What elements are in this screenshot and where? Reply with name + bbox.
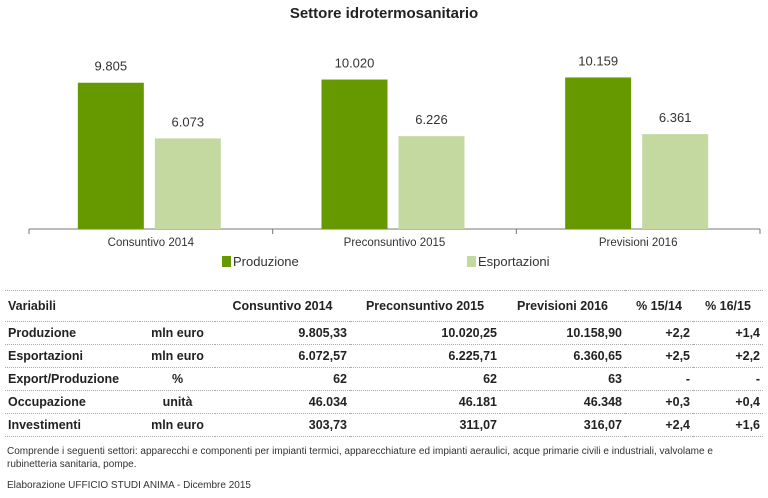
table-cell: Investimenti bbox=[5, 413, 140, 437]
table-cell: 10.158,90 bbox=[500, 321, 625, 345]
table-cell: 62 bbox=[350, 367, 500, 391]
x-tick-label: Previsioni 2016 bbox=[599, 237, 678, 249]
table-cell: 62 bbox=[215, 367, 350, 391]
table-cell: - bbox=[693, 367, 763, 391]
table-cell: Occupazione bbox=[5, 390, 140, 414]
x-tick-label: Consuntivo 2014 bbox=[108, 237, 195, 249]
table-cell: 46.034 bbox=[215, 390, 350, 414]
header-cell bbox=[140, 290, 215, 322]
legend: Produzione Esportazioni bbox=[222, 254, 622, 272]
table-cell: +0,4 bbox=[693, 390, 763, 414]
bar-chart: 9.805 6.073 Consuntivo 2014 10.020 6.226 Prec… bbox=[28, 53, 761, 249]
bar-produzione bbox=[321, 79, 388, 229]
table-row: Produzione mln euro 9.805,33 10.020,25 10.15… bbox=[5, 321, 763, 345]
legend-label: Esportazioni bbox=[478, 254, 550, 269]
legend-swatch bbox=[467, 256, 476, 267]
table-row: Occupazione unità 46.034 46.181 46.348 +0,3 +0… bbox=[5, 390, 763, 414]
header-cell: Preconsuntivo 2015 bbox=[350, 290, 500, 322]
table-cell: +2,5 bbox=[625, 344, 693, 368]
footnote: Comprende i seguenti settori: apparecchi… bbox=[7, 446, 713, 470]
table-cell: +1,4 bbox=[693, 321, 763, 345]
bar-esportazioni bbox=[642, 134, 709, 229]
table-cell: 6.225,71 bbox=[350, 344, 500, 368]
header-cell: Consuntivo 2014 bbox=[215, 290, 350, 322]
data-label: 9.805 bbox=[95, 59, 128, 74]
legend-item-esportazioni: Esportazioni bbox=[467, 254, 550, 269]
table-row: Esportazioni mln euro 6.072,57 6.225,71 6.36… bbox=[5, 344, 763, 368]
table-cell: +2,4 bbox=[625, 413, 693, 437]
x-tick-label: Preconsuntivo 2015 bbox=[344, 237, 446, 249]
table-cell: 6.360,65 bbox=[500, 344, 625, 368]
table-row: Investimenti mln euro 303,73 311,07 316,07 +2… bbox=[5, 413, 763, 437]
table-cell: 10.020,25 bbox=[350, 321, 500, 345]
header-cell: % 16/15 bbox=[693, 290, 763, 322]
table-header-row: Variabili Consuntivo 2014 Preconsuntivo … bbox=[5, 290, 763, 322]
data-label: 10.159 bbox=[578, 53, 618, 68]
chart-title: Settore idrotermosanitario bbox=[289, 5, 479, 22]
legend-swatch bbox=[222, 256, 231, 267]
table-cell: mln euro bbox=[140, 321, 215, 345]
source-note: Elaborazione UFFICIO STUDI ANIMA - Dicem… bbox=[7, 480, 251, 491]
table-cell: +0,3 bbox=[625, 390, 693, 414]
table-cell: +1,6 bbox=[693, 413, 763, 437]
table-cell: 311,07 bbox=[350, 413, 500, 437]
table-cell: mln euro bbox=[140, 413, 215, 437]
table-cell: 9.805,33 bbox=[215, 321, 350, 345]
table-cell: unità bbox=[140, 390, 215, 414]
bar-produzione bbox=[565, 77, 632, 230]
table-cell: Esportazioni bbox=[5, 344, 140, 368]
table-cell: 303,73 bbox=[215, 413, 350, 437]
legend-item-produzione: Produzione bbox=[222, 254, 299, 269]
table-cell: % bbox=[140, 367, 215, 391]
table-cell: Produzione bbox=[5, 321, 140, 345]
data-label: 6.226 bbox=[415, 112, 448, 127]
data-label: 10.020 bbox=[335, 56, 375, 71]
table-cell: +2,2 bbox=[693, 344, 763, 368]
table-cell: 46.348 bbox=[500, 390, 625, 414]
table-cell: 316,07 bbox=[500, 413, 625, 437]
table-cell: - bbox=[625, 367, 693, 391]
header-cell: Previsioni 2016 bbox=[500, 290, 625, 322]
header-cell: % 15/14 bbox=[625, 290, 693, 322]
bar-esportazioni bbox=[398, 136, 465, 229]
data-label: 6.361 bbox=[659, 110, 692, 125]
table-cell: mln euro bbox=[140, 344, 215, 368]
table-cell: 6.072,57 bbox=[215, 344, 350, 368]
table-cell: Export/Produzione bbox=[5, 367, 140, 391]
bar-produzione bbox=[77, 82, 144, 229]
data-label: 6.073 bbox=[172, 114, 205, 129]
table-cell: +2,2 bbox=[625, 321, 693, 345]
data-table: Variabili Consuntivo 2014 Preconsuntivo … bbox=[5, 290, 763, 437]
table-cell: 46.181 bbox=[350, 390, 500, 414]
bar-esportazioni bbox=[154, 138, 221, 229]
header-cell: Variabili bbox=[5, 290, 140, 322]
table-row: Export/Produzione% 62 62 63- - bbox=[5, 367, 763, 391]
table-cell: 63 bbox=[500, 367, 625, 391]
legend-label: Produzione bbox=[233, 254, 299, 269]
